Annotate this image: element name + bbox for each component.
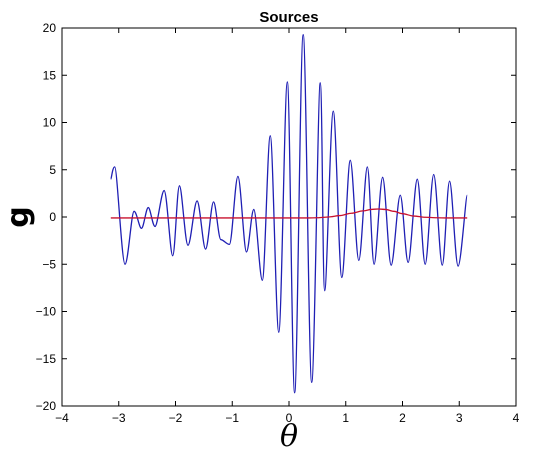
y-tick-label: −15: [36, 352, 57, 366]
y-tick-label: −20: [36, 399, 57, 413]
axes-frame: [61, 27, 517, 407]
x-tick-label: 0: [286, 411, 293, 425]
y-axis-label: g: [1, 206, 36, 227]
series-layer: [110, 33, 468, 394]
y-tick-label: 0: [49, 210, 56, 224]
series-line-2: [110, 208, 468, 219]
x-tick-label: −1: [225, 411, 239, 425]
y-tick-label: −10: [36, 305, 57, 319]
y-tick-label: 15: [43, 68, 57, 82]
x-tick-label: 3: [456, 411, 463, 425]
x-tick-label: −2: [169, 411, 183, 425]
x-tick-label: −4: [55, 411, 69, 425]
x-tick-label: 1: [342, 411, 349, 425]
y-tick-label: 20: [43, 21, 57, 35]
x-tick-label: 2: [399, 411, 406, 425]
x-tick-label: 4: [513, 411, 520, 425]
x-tick-label: −3: [112, 411, 126, 425]
x-axis-label: θ: [280, 419, 298, 454]
chart-title: Sources: [259, 9, 318, 26]
y-tick-label: −5: [42, 257, 56, 271]
series-line-1: [110, 33, 468, 394]
y-tick-label: 10: [43, 116, 57, 130]
y-tick-label: 5: [49, 163, 56, 177]
